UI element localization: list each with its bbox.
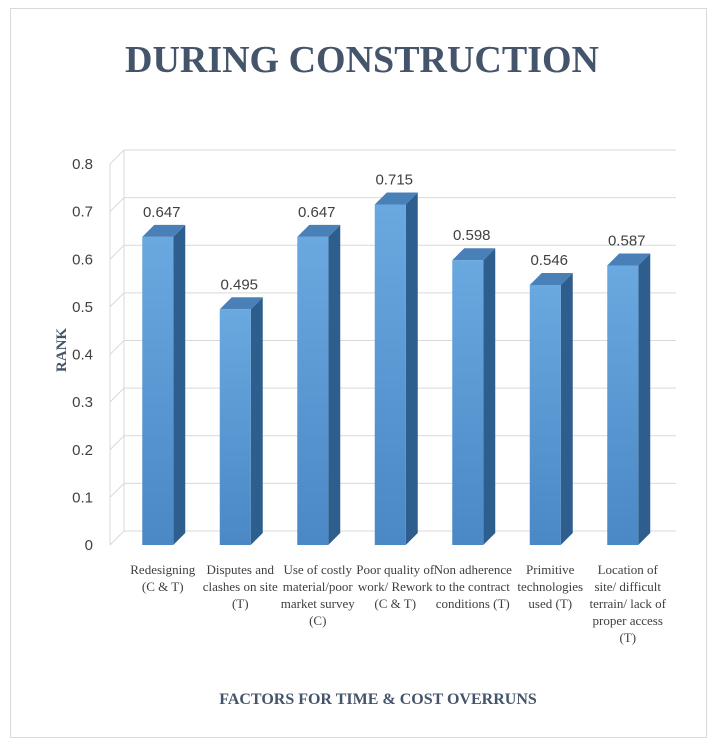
bar-front [374, 204, 406, 545]
data-label: 0.647 [143, 204, 181, 221]
category-label: Poor quality of work/ Rework (C & T) [356, 562, 435, 611]
bar [452, 248, 496, 545]
bar-top [452, 248, 496, 261]
bar-side [250, 297, 263, 545]
bars [142, 192, 651, 545]
gridline-diag [109, 244, 125, 260]
gridline-diag [109, 387, 125, 403]
x-axis-label: FACTORS FOR TIME & COST OVERRUNS [219, 691, 537, 708]
bar-front [452, 260, 484, 545]
bar-top [529, 272, 573, 285]
y-axis-label: RANK [54, 328, 70, 372]
y-tick-label: 0.7 [72, 204, 93, 221]
y-axis-ticks: 0 0.1 0.2 0.3 0.4 0.5 0.6 0.7 0.8 [72, 156, 93, 554]
data-label: 0.715 [375, 171, 413, 188]
bar-front [607, 265, 639, 545]
category-label: Primitive technologies used (T) [517, 562, 583, 611]
bar-top [142, 224, 186, 237]
y-tick-label: 0 [85, 537, 93, 554]
category-label: Use of costly material/poor market survey(… [281, 562, 356, 628]
bar [297, 224, 341, 545]
y-tick-label: 0.1 [72, 489, 93, 506]
category-label: Non adherence to the contract conditions (… [434, 562, 513, 611]
bar-side [405, 192, 418, 545]
gridline-diag [109, 149, 125, 165]
chart-title: DURING CONSTRUCTION [125, 39, 599, 81]
bar-front [219, 309, 251, 545]
bar-side [560, 272, 573, 545]
bar-top [607, 253, 651, 266]
gridline-diag [109, 530, 125, 546]
y-tick-label: 0.4 [72, 347, 93, 364]
bar-side [173, 224, 186, 545]
y-tick-label: 0.5 [72, 299, 93, 316]
bar-side [638, 253, 651, 545]
data-label: 0.546 [530, 252, 568, 269]
y-tick-label: 0.2 [72, 442, 93, 459]
gridline-diag [109, 340, 125, 355]
bar-side [483, 248, 496, 545]
gridline-diag [109, 435, 125, 451]
y-tick-label: 0.3 [72, 394, 93, 411]
gridline-diag [109, 483, 125, 498]
bar-front [529, 284, 561, 545]
chart-frame [10, 8, 707, 738]
y-tick-label: 0.8 [72, 156, 93, 173]
bar [607, 253, 651, 545]
bar [374, 192, 418, 545]
data-label: 0.647 [298, 204, 336, 221]
x-axis-category-labels: Redesigning (C & T)Disputes and clashes on… [130, 562, 666, 645]
data-label: 0.598 [453, 227, 491, 244]
data-labels: 0.647 0.495 0.647 0.715 0.598 0.546 0.587 [143, 171, 646, 293]
bar [529, 272, 573, 545]
gridline-diag [109, 197, 125, 212]
bar [219, 297, 263, 545]
category-label: Disputes and clashes on site (T) [203, 562, 278, 611]
bar-side [328, 224, 341, 545]
data-label: 0.587 [608, 232, 646, 249]
category-label: Location of site/ difficult terrain/ lack … [589, 562, 666, 645]
data-label: 0.495 [220, 276, 258, 293]
category-label: Redesigning (C & T) [130, 562, 195, 594]
gridline-diag [109, 292, 125, 308]
bar-top [219, 297, 263, 310]
bar-top [297, 224, 341, 237]
bar [142, 224, 186, 545]
bar-front [297, 236, 329, 545]
bar-top [374, 192, 418, 205]
y-tick-label: 0.6 [72, 251, 93, 268]
bar-front [142, 236, 174, 545]
